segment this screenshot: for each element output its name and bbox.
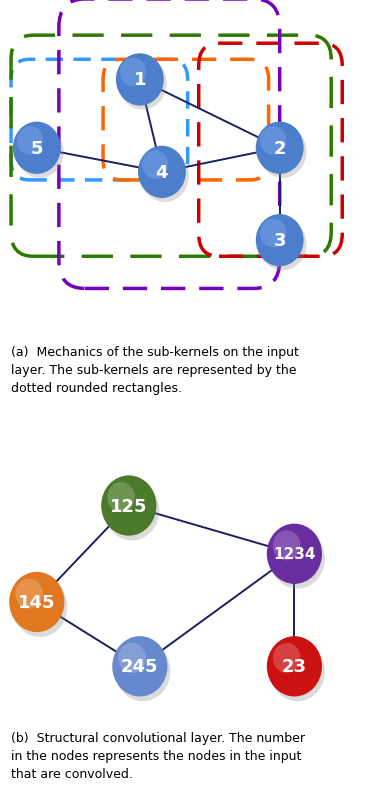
Circle shape xyxy=(120,59,146,88)
Circle shape xyxy=(138,146,186,199)
Text: 5: 5 xyxy=(31,140,43,157)
Text: 23: 23 xyxy=(282,658,307,675)
Circle shape xyxy=(270,641,325,702)
Circle shape xyxy=(260,127,286,156)
Circle shape xyxy=(267,524,322,585)
Circle shape xyxy=(101,475,156,536)
Circle shape xyxy=(273,531,301,560)
Circle shape xyxy=(118,643,146,673)
Circle shape xyxy=(16,126,64,179)
Circle shape xyxy=(115,641,170,702)
Circle shape xyxy=(270,528,325,589)
Circle shape xyxy=(9,572,64,633)
Text: 4: 4 xyxy=(156,164,168,181)
Text: 1: 1 xyxy=(134,71,146,89)
Circle shape xyxy=(15,579,43,609)
Circle shape xyxy=(256,214,304,267)
Text: (b)  Structural convolutional layer. The number
in the nodes represents the node: (b) Structural convolutional layer. The … xyxy=(11,731,305,780)
Text: (a)  Mechanics of the sub-kernels on the input
layer. The sub-kernels are repres: (a) Mechanics of the sub-kernels on the … xyxy=(11,345,299,394)
Text: 125: 125 xyxy=(110,497,148,515)
Circle shape xyxy=(259,218,307,271)
Text: 245: 245 xyxy=(121,658,159,675)
Circle shape xyxy=(260,219,286,248)
Text: 3: 3 xyxy=(273,232,286,250)
Circle shape xyxy=(273,643,301,673)
Circle shape xyxy=(259,126,307,179)
Circle shape xyxy=(17,127,43,156)
Circle shape xyxy=(12,577,67,638)
Circle shape xyxy=(104,480,159,541)
Text: 1234: 1234 xyxy=(273,547,316,561)
Text: 2: 2 xyxy=(273,140,286,157)
Circle shape xyxy=(256,123,304,175)
Circle shape xyxy=(267,636,322,696)
Circle shape xyxy=(107,483,135,512)
Circle shape xyxy=(112,636,167,696)
Circle shape xyxy=(141,151,189,203)
Circle shape xyxy=(142,151,169,180)
Circle shape xyxy=(116,55,164,106)
Circle shape xyxy=(119,58,167,110)
Text: 145: 145 xyxy=(18,593,56,611)
Circle shape xyxy=(13,123,61,175)
